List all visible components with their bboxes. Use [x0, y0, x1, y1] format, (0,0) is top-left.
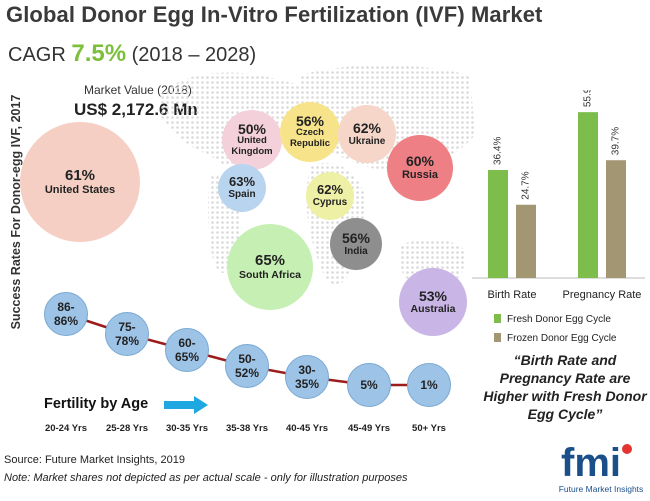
source-text: Source: Future Market Insights, 2019 — [4, 454, 185, 466]
bubble-australia: 53% Australia — [399, 268, 467, 336]
x-tick-label: Pregnancy Rate — [563, 289, 642, 301]
bar-value-label: 24.7% — [521, 171, 532, 199]
bubble-pct: 62% — [352, 119, 382, 136]
legend-swatch-frozen — [494, 333, 501, 342]
bubble-pct: 61% — [64, 166, 96, 184]
age-label: 25-28 Yrs — [105, 423, 149, 434]
bar — [578, 112, 598, 278]
bubble-name: Czech Republic — [289, 127, 331, 150]
age-bubble: 30- 35% — [285, 355, 329, 399]
age-bubble: 50- 52% — [225, 344, 269, 388]
bubble-pct: 63% — [228, 174, 256, 190]
bubble-name: Australia — [410, 303, 456, 316]
legend-label-fresh: Fresh Donor Egg Cycle — [507, 314, 611, 325]
bubble-cyprus: 62% Cyprus — [306, 172, 354, 220]
fmi-logo-graphic: fmi Future Market Insights — [559, 441, 644, 494]
bar-value-label: 39.7% — [611, 127, 622, 155]
bubble-spain: 63% Spain — [218, 164, 266, 212]
age-label: 45-49 Yrs — [347, 423, 391, 434]
age-label: 50+ Yrs — [412, 423, 446, 434]
legend-item-fresh: Fresh Donor Egg Cycle — [494, 314, 611, 325]
bar — [488, 170, 508, 278]
age-label: 40-45 Yrs — [285, 423, 329, 434]
bubble-pct: 65% — [254, 252, 286, 270]
bar — [516, 204, 536, 278]
age-bubble: 86- 86% — [44, 292, 88, 336]
age-label: 30-35 Yrs — [165, 423, 209, 434]
age-label: 20-24 Yrs — [44, 423, 88, 434]
legend-item-frozen: Frozen Donor Egg Cycle — [494, 333, 617, 344]
bubble-united-states: 61% United States — [20, 122, 140, 242]
bubble-czech-republic: 56% Czech Republic — [280, 102, 340, 162]
bubble-name: Spain — [228, 189, 256, 201]
cagr-row: CAGR 7.5% (2018 – 2028) — [8, 40, 256, 68]
fmi-logo: fmi Future Market Insights — [555, 440, 647, 496]
bubble-pct: 56% — [295, 112, 325, 129]
bubble-name: United Kingdom — [231, 135, 273, 158]
bubble-russia: 60% Russia — [387, 135, 453, 201]
bubble-name: Russia — [401, 169, 439, 182]
x-tick-label: Birth Rate — [488, 289, 537, 301]
fertility-by-age-title: Fertility by Age — [44, 396, 149, 412]
bar-value-label: 55.9% — [583, 90, 594, 107]
legend-swatch-fresh — [494, 314, 501, 323]
bubble-south-africa: 65% South Africa — [227, 224, 313, 310]
note-text: Note: Market shares not depicted as per … — [4, 472, 408, 484]
bubble-india: 56% India — [330, 218, 382, 270]
bubble-united-kingdom: 50% United Kingdom — [222, 110, 282, 170]
legend-label-frozen: Frozen Donor Egg Cycle — [507, 333, 617, 344]
page-title: Global Donor Egg In-Vitro Fertilization … — [6, 2, 543, 27]
bubble-pct: 53% — [418, 287, 448, 304]
bubble-name: United States — [44, 183, 116, 196]
cagr-value: 7.5% — [71, 40, 127, 67]
arrow-right-icon — [164, 396, 208, 414]
bubble-pct: 62% — [316, 182, 344, 198]
bubble-name: Cyprus — [312, 197, 348, 209]
age-bubble: 75- 78% — [105, 312, 149, 356]
bubble-pct: 60% — [405, 153, 435, 170]
bubble-name: Ukraine — [348, 135, 386, 147]
bubble-pct: 50% — [237, 120, 267, 137]
age-bubble: 1% — [407, 363, 451, 407]
bubble-pct: 56% — [341, 229, 371, 246]
age-label: 35-38 Yrs — [225, 423, 269, 434]
cagr-label: CAGR — [8, 44, 66, 66]
age-bubble: 5% — [347, 363, 391, 407]
bar-value-label: 36.4% — [493, 137, 504, 165]
svg-text:fmi: fmi — [561, 441, 621, 485]
svg-text:Future Market Insights: Future Market Insights — [559, 484, 644, 494]
insight-quote: “Birth Rate and Pregnancy Rate are Highe… — [483, 352, 647, 422]
bubble-name: India — [344, 245, 368, 257]
bar-chart: 36.4% 24.7% Birth Rate 55.9% 39.7% Pregnancy … — [472, 90, 645, 301]
bubble-name: South Africa — [238, 268, 302, 281]
cagr-period: (2018 – 2028) — [131, 44, 257, 66]
age-bubble: 60- 65% — [165, 328, 209, 372]
bubble-ukraine: 62% Ukraine — [338, 105, 396, 163]
bar — [606, 160, 626, 278]
